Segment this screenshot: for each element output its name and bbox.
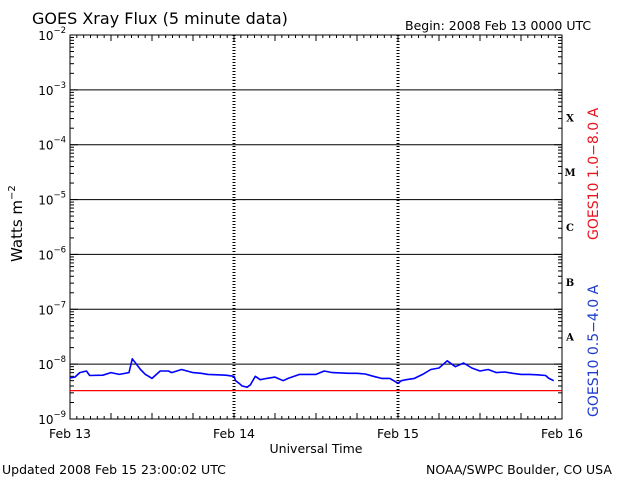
y-tick-label: 10−3 [38, 81, 66, 98]
flare-class-C: C [566, 223, 574, 234]
y-tick-base: 10 [38, 29, 53, 43]
updated-time: Updated 2008 Feb 15 23:00:02 UTC [2, 462, 226, 477]
x-tick-labels: Feb 13 Feb 14 Feb 15 Feb 16 [49, 426, 583, 441]
y-tick-exponent: −9 [53, 410, 66, 420]
y-tick-base: 10 [38, 303, 53, 317]
y-axis-label: Watts m−2 [7, 185, 26, 262]
gridlines [70, 35, 562, 419]
y-tick-exponent: −4 [53, 136, 66, 146]
credit: NOAA/SWPC Boulder, CO USA [426, 462, 612, 477]
begin-time: Begin: 2008 Feb 13 0000 UTC [405, 18, 591, 33]
flare-class-A: A [565, 333, 574, 344]
flare-class-B: B [566, 278, 574, 289]
y-tick-exponent: −7 [53, 300, 66, 310]
flare-class-M: M [564, 168, 575, 179]
y-tick-label: 10−4 [38, 136, 66, 153]
y-tick-exponent: −8 [53, 355, 66, 365]
y-tick-base: 10 [38, 248, 53, 262]
y-tick-label: 10−2 [38, 26, 66, 43]
y-tick-exponent: −2 [53, 26, 66, 36]
y-tick-label: 10−7 [38, 300, 66, 317]
x-tick-label: Feb 15 [377, 426, 419, 441]
series-label-short: GOES10 0.5−4.0 A [586, 284, 602, 417]
y-tick-base: 10 [38, 358, 53, 372]
series-lines [69, 357, 562, 392]
y-tick-exponent: −3 [53, 81, 66, 91]
x-tick-label: Feb 16 [541, 426, 583, 441]
y-tick-base: 10 [38, 139, 53, 153]
y-tick-label: 10−6 [38, 245, 66, 262]
plot-frame [69, 34, 563, 420]
x-tick-label: Feb 14 [213, 426, 255, 441]
y-tick-label: 10−5 [38, 191, 66, 208]
y-tick-label: 10−9 [38, 410, 66, 427]
y-axis-label-base: Watts m [8, 200, 26, 262]
y-tick-base: 10 [38, 413, 53, 427]
y-tick-base: 10 [38, 194, 53, 208]
flare-class-labels: X M C B A [564, 113, 575, 343]
series-line-1 [69, 357, 555, 389]
chart-title: GOES Xray Flux (5 minute data) [32, 9, 288, 28]
y-tick-exponent: −6 [53, 245, 66, 255]
y-axis-label-exp: −2 [7, 185, 18, 200]
x-axis-label: Universal Time [270, 441, 363, 456]
y-tick-labels: 10−210−310−410−510−610−710−810−9 [38, 26, 66, 427]
y-tick-exponent: −5 [53, 191, 66, 201]
y-tick-label: 10−8 [38, 355, 66, 372]
x-tick-label: Feb 13 [49, 426, 91, 441]
axis-ticks [70, 34, 562, 420]
series-label-long: GOES10 1.0−8.0 A [586, 107, 602, 240]
flare-class-X: X [566, 113, 574, 124]
y-tick-base: 10 [38, 84, 53, 98]
